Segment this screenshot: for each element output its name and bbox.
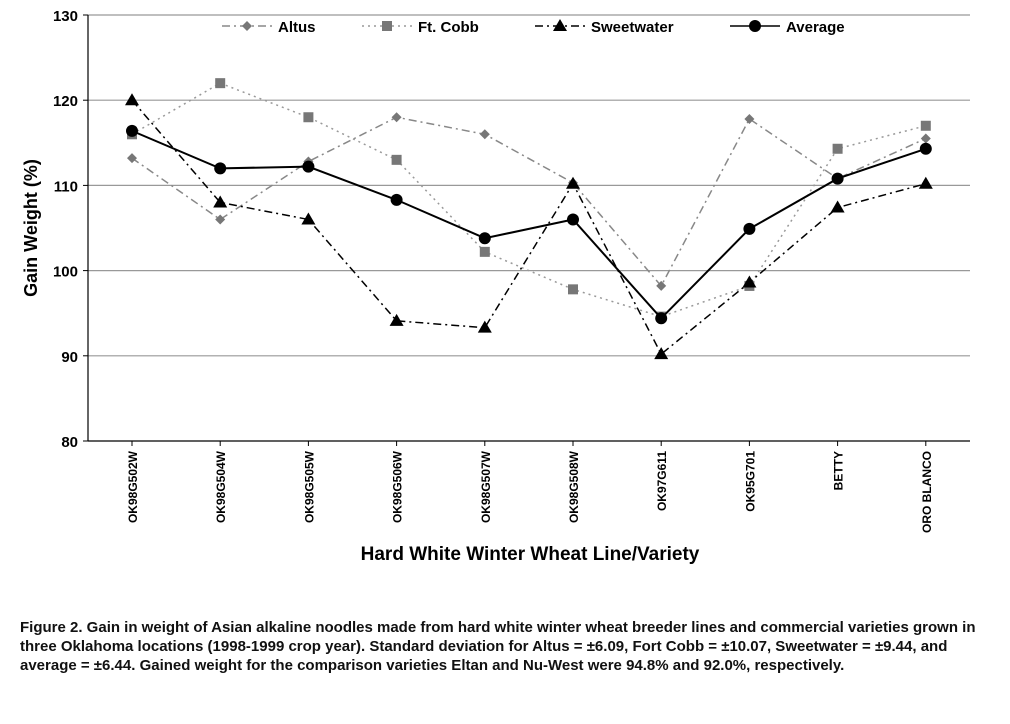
y-tick-label: 110	[54, 178, 78, 195]
x-tick-label: OK98G505W	[302, 450, 316, 523]
data-point	[389, 313, 404, 326]
x-axis-title: Hard White Winter Wheat Line/Variety	[361, 544, 700, 565]
legend-label: Sweetwater	[591, 19, 674, 36]
x-tick-label: OK98G506W	[391, 450, 405, 523]
x-tick-label: OK98G502W	[126, 450, 140, 523]
legend-marker	[382, 21, 392, 31]
data-point	[654, 347, 669, 360]
data-point	[656, 280, 667, 291]
y-tick-label: 90	[61, 349, 78, 366]
x-tick-label: OK98G504W	[214, 450, 228, 523]
data-point	[655, 312, 668, 325]
series-line-altus	[131, 116, 927, 288]
legend-marker	[242, 21, 252, 31]
data-point	[214, 162, 227, 175]
data-point	[568, 284, 578, 295]
y-tick-label: 100	[53, 264, 78, 281]
data-point	[743, 222, 756, 235]
y-axis-title: Gain Weight (%)	[21, 159, 41, 297]
data-point	[215, 214, 226, 225]
data-point	[831, 172, 844, 185]
data-point	[920, 120, 931, 131]
legend-label: Ft. Cobb	[418, 19, 479, 36]
y-tick-label: 120	[53, 93, 78, 110]
data-point	[567, 213, 579, 226]
legend-label: Average	[786, 19, 845, 36]
y-tick-label: 80	[61, 434, 78, 451]
line-chart: 80 90 100 110 120 130 OK98G502W OK98G504W OK98G5…	[21, 8, 970, 565]
data-point	[742, 275, 757, 288]
data-point	[479, 246, 490, 257]
data-point	[127, 153, 137, 164]
x-tick-label: ORO BLANCO	[920, 451, 934, 533]
data-point	[302, 160, 315, 173]
data-point	[744, 113, 755, 124]
data-point	[390, 193, 403, 206]
data-point	[477, 320, 492, 333]
figure-caption: Figure 2. Gain in weight of Asian alkali…	[20, 619, 976, 674]
x-tick-label: OK97G611	[655, 451, 669, 511]
x-tick-label: OK98G508W	[567, 450, 581, 523]
data-point	[832, 143, 843, 154]
data-point	[478, 232, 491, 245]
legend-marker	[553, 19, 567, 31]
data-point	[213, 195, 228, 208]
data-point	[391, 154, 402, 165]
data-point	[919, 142, 932, 155]
series-line-sweetwater	[131, 99, 926, 356]
data-point	[391, 112, 402, 123]
data-point	[566, 176, 580, 189]
series-line-average	[131, 129, 927, 320]
x-tick-label: BETTY	[832, 451, 846, 490]
data-point	[920, 133, 931, 144]
data-point	[303, 112, 314, 123]
data-point	[918, 176, 933, 189]
data-point	[479, 129, 490, 140]
data-point	[125, 93, 139, 106]
data-point	[126, 124, 138, 137]
series-line-ftcobb	[131, 82, 926, 318]
data-point	[215, 78, 226, 89]
legend-marker	[749, 20, 761, 32]
data-point	[301, 212, 316, 225]
data-point	[830, 200, 845, 213]
x-tick-label: OK98G507W	[479, 450, 493, 523]
x-tick-label: OK95G701	[743, 451, 757, 512]
y-tick-label: 130	[53, 8, 78, 25]
legend-label: Altus	[278, 19, 316, 36]
